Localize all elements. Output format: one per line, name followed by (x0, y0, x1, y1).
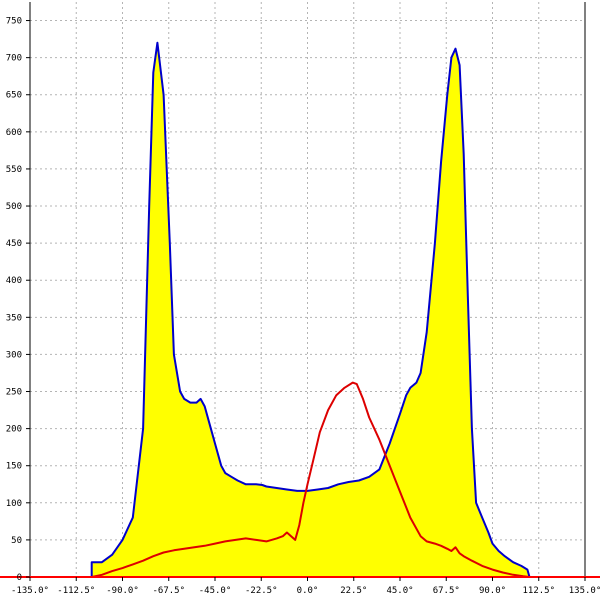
y-tick-label: 250 (6, 388, 22, 398)
y-tick-label: 500 (6, 202, 22, 212)
y-tick-label: 150 (6, 462, 22, 472)
x-tick-label: 0.0° (297, 586, 319, 596)
y-tick-label: 400 (6, 276, 22, 286)
y-tick-label: 650 (6, 91, 22, 101)
x-tick-label: -22.5° (245, 586, 278, 596)
series-area-total (91, 42, 530, 578)
x-tick-label: -135.0° (11, 586, 49, 596)
x-tick-label: 90.0° (479, 586, 506, 596)
y-tick-label: 100 (6, 499, 22, 509)
tick-labels: -135.0° -112.5° -90.0° -67.5° -45.0° -22.5° 0.… (6, 17, 600, 596)
y-tick-label: 550 (6, 165, 22, 175)
x-tick-label: -67.5° (152, 586, 185, 596)
x-tick-label: 135.0° (569, 586, 600, 596)
series-line-overlay (91, 381, 530, 578)
series-line-total (90, 41, 531, 578)
y-tick-label: 200 (6, 425, 22, 435)
axes (0, 2, 600, 581)
x-tick-label: 67.5° (433, 586, 460, 596)
x-tick-label: -112.5° (57, 586, 95, 596)
y-tick-label: 300 (6, 350, 22, 360)
series-layer (90, 41, 531, 578)
x-tick-label: -90.0° (106, 586, 139, 596)
y-tick-label: 450 (6, 239, 22, 249)
x-tick-label: 45.0° (386, 586, 413, 596)
y-tick-label: 50 (11, 536, 22, 546)
y-tick-label: 0 (17, 573, 22, 583)
y-tick-label: 600 (6, 128, 22, 138)
y-tick-label: 750 (6, 17, 22, 27)
y-tick-label: 700 (6, 54, 22, 64)
x-tick-label: 22.5° (340, 586, 367, 596)
y-tick-label: 350 (6, 313, 22, 323)
x-tick-label: -45.0° (199, 586, 232, 596)
x-tick-label: 112.5° (522, 586, 555, 596)
